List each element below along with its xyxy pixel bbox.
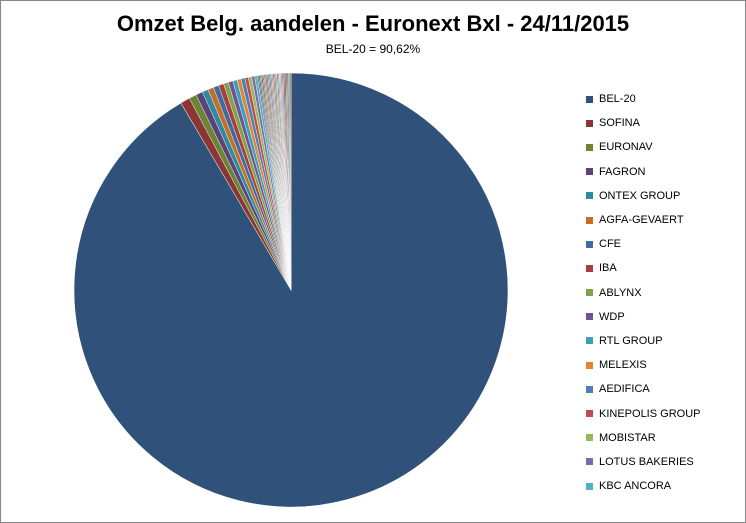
legend-label: WDP — [599, 310, 625, 323]
legend-label: AGFA-GEVAERT — [599, 214, 684, 227]
legend-swatch — [586, 119, 593, 127]
legend-item-wdp: WDP — [586, 305, 700, 329]
legend-label: FAGRON — [599, 165, 646, 178]
legend-label: BEL-20 — [599, 93, 636, 106]
legend-swatch — [586, 264, 593, 272]
legend-label: SOFINA — [599, 117, 640, 130]
legend-item-iba: IBA — [586, 256, 700, 280]
legend-item-agfa-gevaert: AGFA-GEVAERT — [586, 208, 700, 232]
legend-item-mobistar: MOBISTAR — [586, 426, 700, 450]
legend-item-sofina: SOFINA — [586, 111, 700, 135]
legend-item-lotus-bakeries: LOTUS BAKERIES — [586, 450, 700, 474]
chart-title: Omzet Belg. aandelen - Euronext Bxl - 24… — [116, 11, 630, 36]
legend-label: KINEPOLIS GROUP — [599, 407, 701, 420]
legend-item-melexis: MELEXIS — [586, 353, 700, 377]
legend-item-euronav: EURONAV — [586, 135, 700, 159]
legend-swatch — [586, 458, 593, 466]
legend-item-kbc-ancora: KBC ANCORA — [586, 474, 700, 498]
legend-label: MELEXIS — [599, 359, 647, 372]
legend-label: AEDIFICA — [599, 383, 650, 396]
pie-slice-other-26 — [289, 72, 292, 291]
legend-item-aedifica: AEDIFICA — [586, 377, 700, 401]
legend-swatch — [586, 361, 593, 369]
legend-swatch — [586, 434, 593, 442]
legend-swatch — [586, 192, 593, 200]
legend-swatch — [586, 289, 593, 297]
legend-item-cfe: CFE — [586, 232, 700, 256]
legend-swatch — [586, 95, 593, 103]
legend-label: IBA — [599, 262, 617, 275]
legend-label: ONTEX GROUP — [599, 189, 681, 202]
legend-label: EURONAV — [599, 141, 653, 154]
legend-item-bel-20: BEL-20 — [586, 87, 700, 111]
legend-label: CFE — [599, 238, 621, 251]
legend-swatch — [586, 482, 593, 490]
legend-item-ontex-group: ONTEX GROUP — [586, 184, 700, 208]
legend-swatch — [586, 168, 593, 176]
legend-label: KBC ANCORA — [599, 480, 672, 493]
legend-label: RTL GROUP — [599, 334, 663, 347]
legend-label: LOTUS BAKERIES — [599, 455, 694, 468]
legend-label: ABLYNX — [599, 286, 642, 299]
legend: BEL-20 SOFINA EURONAV FAGRON ONTEX GROUP AGFA… — [586, 87, 700, 498]
legend-label: MOBISTAR — [599, 431, 656, 444]
legend-swatch — [586, 143, 593, 151]
legend-swatch — [586, 216, 593, 224]
legend-swatch — [586, 313, 593, 321]
legend-item-fagron: FAGRON — [586, 160, 700, 184]
chart-subtitle: BEL-20 = 90,62% — [325, 42, 421, 56]
legend-swatch — [586, 337, 593, 345]
legend-item-ablynx: ABLYNX — [586, 281, 700, 305]
legend-item-rtl-group: RTL GROUP — [586, 329, 700, 353]
legend-item-kinepolis-group: KINEPOLIS GROUP — [586, 401, 700, 425]
legend-swatch — [586, 240, 593, 248]
legend-swatch — [586, 410, 593, 418]
legend-swatch — [586, 385, 593, 393]
